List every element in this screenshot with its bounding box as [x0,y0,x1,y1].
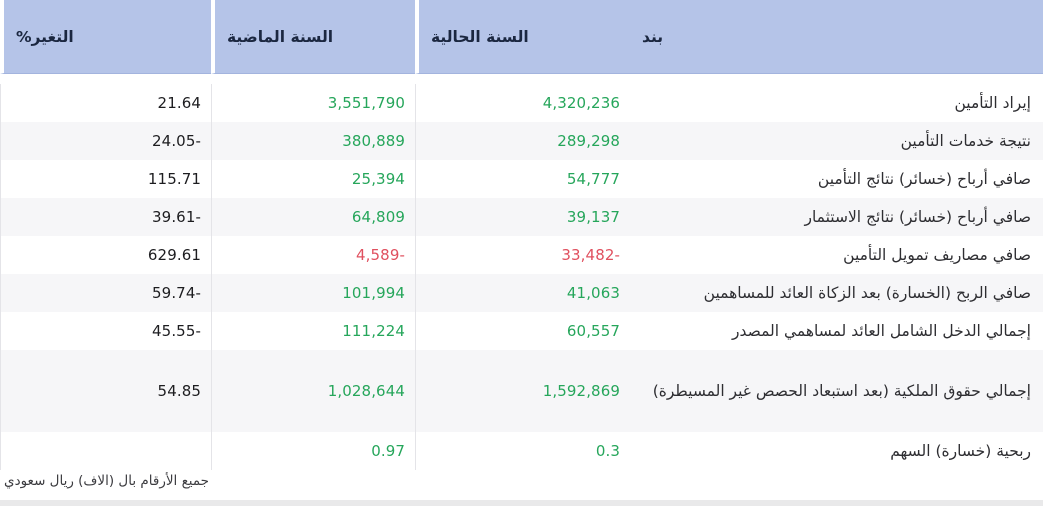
header-previous-year: السنة الماضية [211,0,415,74]
current-year-value: 41,063 [415,274,630,312]
change-percent-value: 59.74- [0,274,211,312]
change-percent-value: 45.55- [0,312,211,350]
change-percent-value: 39.61- [0,198,211,236]
current-year-value: 0.3 [415,432,630,470]
table-row: صافي أرباح (خسائر) نتائج التأمين 54,777 … [0,160,1043,198]
current-year-value: 39,137 [415,198,630,236]
current-year-value: 33,482- [415,236,630,274]
table-header-row: بند السنة الحالية السنة الماضية التغير% [0,0,1043,74]
previous-year-value: 380,889 [211,122,415,160]
bottom-divider-bar [0,500,1043,506]
current-year-value: 60,557 [415,312,630,350]
table-row: صافي أرباح (خسائر) نتائج الاستثمار 39,13… [0,198,1043,236]
row-item-label: إيراد التأمين [954,93,1031,112]
current-year-value: 289,298 [415,122,630,160]
header-current-year: السنة الحالية [415,0,630,74]
previous-year-value: 111,224 [211,312,415,350]
change-percent-value: 21.64 [0,84,211,122]
current-year-value: 4,320,236 [415,84,630,122]
row-item-label: إجمالي حقوق الملكية (بعد استبعاد الحصص غ… [652,381,1031,400]
table-row: صافي الربح (الخسارة) بعد الزكاة العائد ل… [0,274,1043,312]
header-item: بند [630,0,1043,74]
current-year-value: 1,592,869 [415,350,630,432]
table-row: إجمالي حقوق الملكية (بعد استبعاد الحصص غ… [0,350,1043,432]
change-percent-value: 629.61 [0,236,211,274]
row-item-label: صافي الربح (الخسارة) بعد الزكاة العائد ل… [703,283,1031,302]
previous-year-value: 3,551,790 [211,84,415,122]
table-row: صافي مصاريف تمويل التأمين 33,482- 4,589-… [0,236,1043,274]
header-change-percent: التغير% [0,0,211,74]
previous-year-value: 101,994 [211,274,415,312]
table-row: إيراد التأمين 4,320,236 3,551,790 21.64 [0,84,1043,122]
change-percent-value: 115.71 [0,160,211,198]
change-percent-value [0,432,211,470]
row-item-label: صافي مصاريف تمويل التأمين [843,245,1031,264]
previous-year-value: 0.97 [211,432,415,470]
change-percent-value: 24.05- [0,122,211,160]
current-year-value: 54,777 [415,160,630,198]
previous-year-value: 25,394 [211,160,415,198]
row-item-label: إجمالي الدخل الشامل العائد لمساهمي المصد… [732,321,1031,340]
row-item-label: صافي أرباح (خسائر) نتائج الاستثمار [804,207,1031,226]
row-item-label: نتيجة خدمات التأمين [900,131,1031,150]
previous-year-value: 64,809 [211,198,415,236]
table-body: إيراد التأمين 4,320,236 3,551,790 21.64 … [0,84,1043,470]
row-item-label: ربحية (خسارة) السهم [890,441,1031,460]
previous-year-value: 4,589- [211,236,415,274]
table-row: إجمالي الدخل الشامل العائد لمساهمي المصد… [0,312,1043,350]
table-row: ربحية (خسارة) السهم 0.3 0.97 [0,432,1043,470]
previous-year-value: 1,028,644 [211,350,415,432]
change-percent-value: 54.85 [0,350,211,432]
units-note: جميع الأرقام بال (الاف) ريال سعودي [4,473,209,489]
row-item-label: صافي أرباح (خسائر) نتائج التأمين [817,169,1031,188]
table-row: نتيجة خدمات التأمين 289,298 380,889 24.0… [0,122,1043,160]
